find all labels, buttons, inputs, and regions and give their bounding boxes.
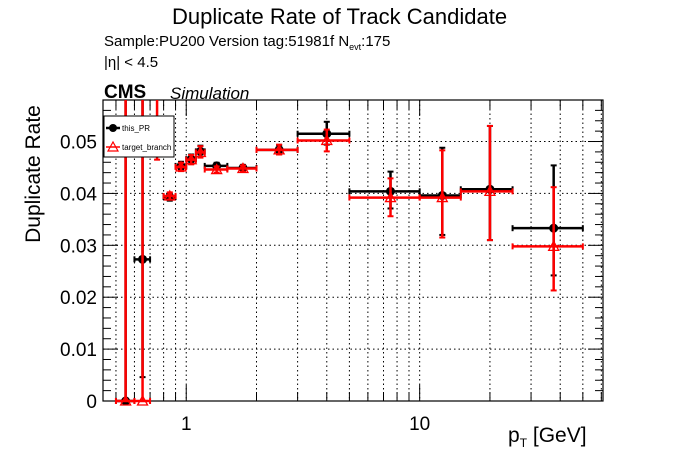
legend-marker-target-branch <box>106 140 120 152</box>
data-point-target-branch <box>483 184 497 196</box>
series-target_branch <box>114 100 584 406</box>
y-tick-label: 0.03 <box>60 236 97 257</box>
data-point-target-branch <box>174 160 188 172</box>
x-tick-label: 10 <box>409 414 430 435</box>
y-tick-label: 0 <box>86 392 97 413</box>
data-point-target-branch <box>384 191 397 203</box>
legend: this_PR target_branch <box>103 115 175 158</box>
subtitle-text: Sample:PU200 Version tag:51981f N <box>104 33 350 50</box>
y-tick-label: 0.01 <box>60 340 97 361</box>
x-label-unit: [GeV] <box>527 424 587 447</box>
data-point-target-branch <box>320 134 333 146</box>
plot-frame <box>102 99 604 402</box>
legend-marker-this-pr <box>109 124 117 132</box>
data-point-target-branch <box>119 394 132 406</box>
y-tick-label: 0.02 <box>60 288 97 309</box>
data-point-target-branch <box>210 163 223 175</box>
legend-label-target-branch: target_branch <box>122 143 171 152</box>
x-label-main: p <box>508 424 520 447</box>
x-tick-label: 1 <box>181 414 192 435</box>
subtitle-end: :175 <box>361 33 391 50</box>
chart-title: Duplicate Rate of Track Candidate <box>172 4 508 29</box>
y-tick-label: 0.04 <box>60 184 97 205</box>
chart-subtitle: Sample:PU200 Version tag:51981f Nevt:175 <box>104 33 390 52</box>
x-axis-label: pT [GeV] <box>508 424 587 450</box>
simulation-label: Simulation <box>170 84 250 103</box>
data-point-target-branch <box>163 189 176 201</box>
legend-label-this-pr: this_PR <box>122 124 150 133</box>
data-point-target-branch <box>547 240 560 251</box>
data-point-target-branch <box>185 153 198 165</box>
x-label-subscript: T <box>519 436 528 451</box>
data-point-target-branch <box>194 146 207 158</box>
legend-box <box>103 115 175 158</box>
data-point-target-branch <box>273 143 286 155</box>
cms-label: CMS <box>104 82 147 103</box>
data-point-target-branch <box>236 162 250 174</box>
eta-cut-label: |η| < 4.5 <box>104 54 159 71</box>
data-point-target-branch <box>136 394 149 406</box>
y-tick-label: 0.05 <box>60 133 97 154</box>
subtitle-subscript: evt <box>349 42 362 52</box>
data-point-target-branch <box>436 191 449 203</box>
